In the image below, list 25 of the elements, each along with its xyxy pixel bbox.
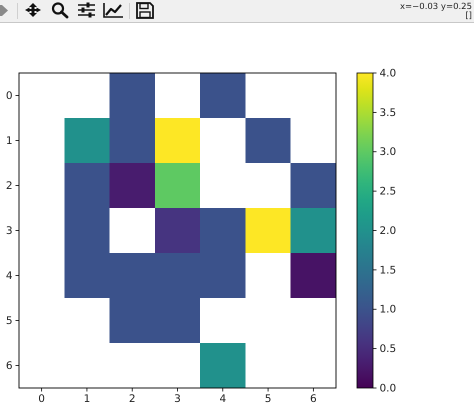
color-bar-label: 2.5 (380, 185, 396, 198)
x-tick-label: 5 (264, 392, 272, 405)
y-tick-label: 6 (6, 360, 13, 372)
color-bar-label: 1.5 (380, 264, 396, 276)
y-tick-label: 1 (6, 134, 12, 147)
x-tick-label: 4 (219, 392, 226, 405)
x-tick-label: 6 (310, 392, 318, 405)
color-bar-label: 3.0 (380, 146, 396, 158)
text: [] (465, 11, 472, 21)
y-tick-label: 0 (6, 90, 12, 102)
x-tick-label: 2 (128, 392, 136, 405)
text: x=−0.03 y=0.25 (400, 2, 472, 12)
x-tick-label: 0 (38, 392, 45, 405)
y-tick-label: 2 (6, 180, 12, 192)
color-bar-label: 2.0 (380, 224, 396, 237)
color-bar-label: 1.0 (380, 304, 396, 316)
color-bar-label: 3.5 (380, 106, 396, 119)
color-bar-label: 4.0 (380, 67, 396, 80)
color-bar-label: 0.5 (380, 342, 396, 355)
y-tick-label: 5 (6, 314, 12, 327)
color-bar-label: 0.0 (380, 382, 396, 394)
y-tick-label: 3 (6, 224, 12, 237)
y-tick-label: 4 (6, 270, 13, 282)
x-tick-label: 3 (174, 392, 181, 405)
x-tick-label: 1 (84, 392, 90, 405)
